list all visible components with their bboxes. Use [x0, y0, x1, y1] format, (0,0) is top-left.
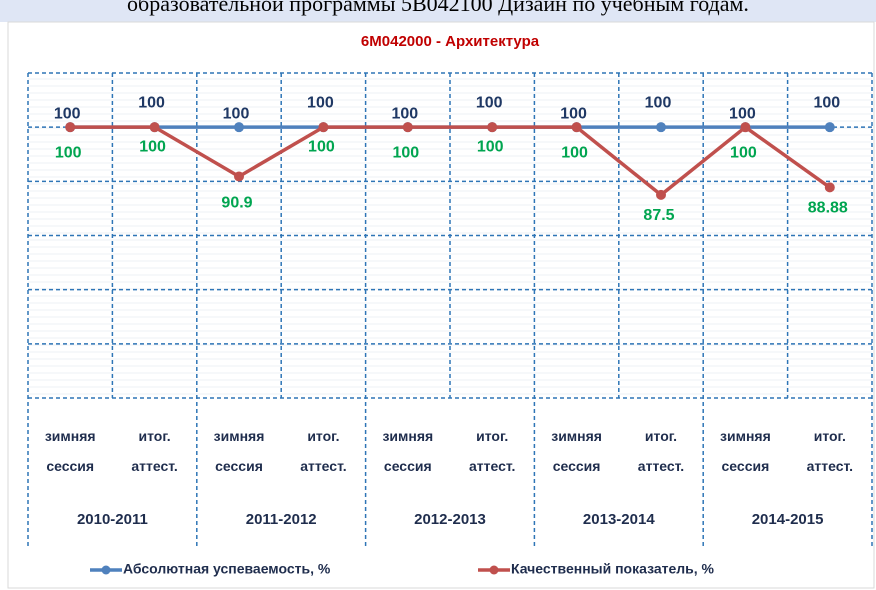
data-label: 100: [392, 144, 419, 161]
point: [402, 122, 413, 133]
label-line: зимняя: [720, 428, 771, 444]
label-line: зимняя: [382, 428, 433, 444]
data-label: 100: [391, 105, 418, 122]
label-line: итог.: [645, 428, 677, 444]
label-line: аттест.: [807, 458, 853, 474]
point: [234, 171, 244, 182]
point: [65, 122, 76, 133]
x-tick-label: итог. аттест.: [131, 428, 177, 474]
point: [656, 189, 666, 200]
group-label: 2011-2012: [246, 511, 317, 528]
data-label: 100: [223, 105, 250, 122]
x-tick-label: зимняя сессия: [720, 428, 771, 474]
x-tick-label: зимняя сессия: [551, 428, 602, 474]
data-label: 100: [476, 94, 503, 111]
label-line: итог.: [307, 428, 339, 444]
data-label: 88.88: [808, 200, 848, 217]
label-line: сессия: [46, 458, 94, 474]
label-line: аттест.: [469, 458, 515, 474]
x-tick-label: зимняя сессия: [382, 428, 433, 474]
point: [656, 122, 666, 133]
label-line: зимняя: [551, 428, 602, 444]
data-label: 100: [54, 105, 81, 122]
legend-marker: [489, 565, 499, 575]
x-tick-label: итог. аттест.: [638, 428, 684, 474]
x-tick-label: итог. аттест.: [807, 428, 853, 474]
legend-label: Абсолютная успеваемость, %: [123, 561, 331, 577]
chart-title: 6M042000 - Архитектура: [361, 33, 540, 50]
label-line: сессия: [722, 458, 770, 474]
x-tick-label: итог. аттест.: [300, 428, 346, 474]
x-tick-label: зимняя сессия: [214, 428, 265, 474]
label-line: итог.: [139, 428, 171, 444]
legend-label: Качественный показатель, %: [511, 561, 715, 577]
x-tick-label: итог. аттест.: [469, 428, 515, 474]
series-line: [70, 124, 831, 198]
data-label: 100: [729, 105, 756, 122]
group-label: 2014-2015: [752, 511, 824, 528]
label-line: зимняя: [214, 428, 265, 444]
data-label: 100: [307, 94, 334, 111]
point: [234, 122, 244, 133]
label-line: аттест.: [131, 458, 177, 474]
data-label: 90.9: [221, 195, 252, 212]
data-label: 100: [560, 105, 587, 122]
group-label: 2012-2013: [414, 511, 486, 528]
group-label: 2013-2014: [583, 511, 655, 528]
data-label: 100: [561, 144, 588, 161]
point: [318, 122, 329, 133]
label-line: аттест.: [638, 458, 684, 474]
data-label: 87.5: [643, 207, 674, 224]
point: [487, 122, 498, 133]
caption: образовательной программы 5В042100 Дизай…: [127, 0, 749, 16]
data-label: 100: [308, 138, 335, 155]
point: [149, 122, 160, 133]
caption-background: [0, 0, 876, 22]
point: [740, 122, 751, 133]
label-line: сессия: [215, 458, 263, 474]
data-label: 100: [813, 94, 840, 111]
point: [824, 122, 835, 133]
label-line: сессия: [384, 458, 432, 474]
data-label: 100: [730, 144, 757, 161]
label-line: аттест.: [300, 458, 346, 474]
point: [824, 182, 835, 193]
data-label: 100: [139, 138, 166, 155]
label-line: итог.: [476, 428, 508, 444]
label-line: сессия: [553, 458, 601, 474]
data-label: 100: [55, 144, 82, 161]
legend-marker: [101, 565, 111, 575]
data-label: 100: [645, 94, 672, 111]
data-label: 100: [477, 138, 504, 155]
label-line: итог.: [814, 428, 846, 444]
data-label: 100: [138, 94, 165, 111]
point: [571, 122, 582, 133]
group-label: 2010-2011: [77, 511, 148, 528]
label-line: зимняя: [45, 428, 96, 444]
chart-frame: [7, 21, 875, 589]
x-tick-label: зимняя сессия: [45, 428, 96, 474]
